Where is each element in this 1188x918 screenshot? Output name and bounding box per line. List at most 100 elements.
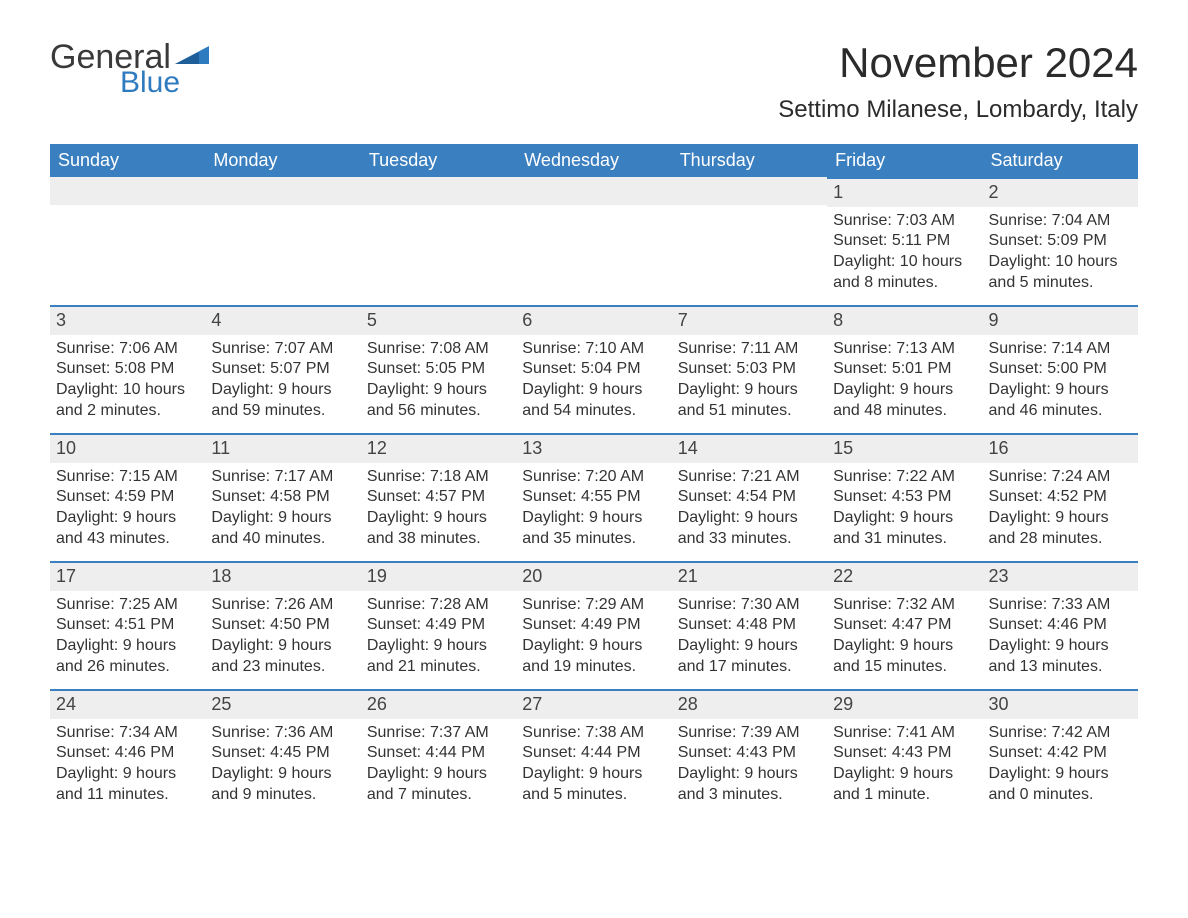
sunset-line: Sunset: 4:58 PM [211, 487, 354, 508]
sunset-line: Sunset: 4:57 PM [367, 487, 510, 508]
day-details: Sunrise: 7:15 AMSunset: 4:59 PMDaylight:… [50, 463, 205, 552]
sunrise-line: Sunrise: 7:42 AM [989, 723, 1132, 744]
calendar-cell: 27Sunrise: 7:38 AMSunset: 4:44 PMDayligh… [516, 689, 671, 817]
calendar-cell [516, 177, 671, 305]
calendar-cell: 15Sunrise: 7:22 AMSunset: 4:53 PMDayligh… [827, 433, 982, 561]
daylight-line: Daylight: 9 hours and 31 minutes. [833, 508, 976, 550]
sunrise-line: Sunrise: 7:33 AM [989, 595, 1132, 616]
sunrise-line: Sunrise: 7:11 AM [678, 339, 821, 360]
day-details: Sunrise: 7:03 AMSunset: 5:11 PMDaylight:… [827, 207, 982, 296]
calendar-cell: 30 Sunrise: 7:42 AMSunset: 4:42 PMDayligh… [983, 689, 1138, 817]
calendar-table: Sunday Monday Tuesday Wednesday Thursday… [50, 144, 1138, 817]
calendar-cell: 12Sunrise: 7:18 AMSunset: 4:57 PMDayligh… [361, 433, 516, 561]
calendar-cell: 13Sunrise: 7:20 AMSunset: 4:55 PMDayligh… [516, 433, 671, 561]
sunset-line: Sunset: 4:48 PM [678, 615, 821, 636]
sunrise-line: Sunrise: 7:13 AM [833, 339, 976, 360]
calendar-cell: 7Sunrise: 7:11 AMSunset: 5:03 PMDaylight… [672, 305, 827, 433]
daylight-line: Daylight: 9 hours and 43 minutes. [56, 508, 199, 550]
daylight-line: Daylight: 9 hours and 38 minutes. [367, 508, 510, 550]
sunrise-line: Sunrise: 7:28 AM [367, 595, 510, 616]
day-number: 26 [361, 691, 516, 718]
daylight-line: Daylight: 9 hours and 9 minutes. [211, 764, 354, 806]
calendar-cell: 14Sunrise: 7:21 AMSunset: 4:54 PMDayligh… [672, 433, 827, 561]
daylight-line: Daylight: 10 hours and 5 minutes. [989, 252, 1132, 294]
calendar-cell: 10Sunrise: 7:15 AMSunset: 4:59 PMDayligh… [50, 433, 205, 561]
day-number: 19 [361, 563, 516, 590]
sunrise-line: Sunrise: 7:37 AM [367, 723, 510, 744]
daylight-line: Daylight: 10 hours and 2 minutes. [56, 380, 199, 422]
day-details: Sunrise: 7:04 AMSunset: 5:09 PMDaylight:… [983, 207, 1138, 296]
calendar-week-row: 17Sunrise: 7:25 AMSunset: 4:51 PMDayligh… [50, 561, 1138, 689]
calendar-cell [50, 177, 205, 305]
brand-swoosh-icon [175, 42, 209, 68]
day-number: 22 [827, 563, 982, 590]
day-number: 30 [983, 691, 1138, 718]
day-header: Monday [205, 144, 360, 177]
day-details: Sunrise: 7:29 AMSunset: 4:49 PMDaylight:… [516, 591, 671, 680]
calendar-cell: 17Sunrise: 7:25 AMSunset: 4:51 PMDayligh… [50, 561, 205, 689]
day-header: Tuesday [361, 144, 516, 177]
day-details: Sunrise: 7:39 AMSunset: 4:43 PMDaylight:… [672, 719, 827, 808]
sunrise-line: Sunrise: 7:17 AM [211, 467, 354, 488]
sunset-line: Sunset: 4:44 PM [367, 743, 510, 764]
calendar-cell: 16Sunrise: 7:24 AMSunset: 4:52 PMDayligh… [983, 433, 1138, 561]
calendar-week-row: 3Sunrise: 7:06 AMSunset: 5:08 PMDaylight… [50, 305, 1138, 433]
title-block: November 2024 Settimo Milanese, Lombardy… [778, 40, 1138, 138]
calendar-cell: 4Sunrise: 7:07 AMSunset: 5:07 PMDaylight… [205, 305, 360, 433]
sunset-line: Sunset: 4:52 PM [989, 487, 1132, 508]
day-details: Sunrise: 7:28 AMSunset: 4:49 PMDaylight:… [361, 591, 516, 680]
sunset-line: Sunset: 5:05 PM [367, 359, 510, 380]
sunset-line: Sunset: 4:42 PM [989, 743, 1132, 764]
day-number: 9 [983, 307, 1138, 334]
sunset-line: Sunset: 4:49 PM [367, 615, 510, 636]
calendar-cell: 20Sunrise: 7:29 AMSunset: 4:49 PMDayligh… [516, 561, 671, 689]
calendar-cell: 25Sunrise: 7:36 AMSunset: 4:45 PMDayligh… [205, 689, 360, 817]
calendar-week-row: 24Sunrise: 7:34 AMSunset: 4:46 PMDayligh… [50, 689, 1138, 817]
daylight-line: Daylight: 9 hours and 1 minute. [833, 764, 976, 806]
sunset-line: Sunset: 4:53 PM [833, 487, 976, 508]
sunset-line: Sunset: 4:59 PM [56, 487, 199, 508]
day-number: 1 [827, 179, 982, 206]
day-details: Sunrise: 7:20 AMSunset: 4:55 PMDaylight:… [516, 463, 671, 552]
daylight-line: Daylight: 9 hours and 15 minutes. [833, 636, 976, 678]
calendar-cell: 26Sunrise: 7:37 AMSunset: 4:44 PMDayligh… [361, 689, 516, 817]
empty-daynum-strip [205, 177, 360, 204]
day-number: 4 [205, 307, 360, 334]
daylight-line: Daylight: 9 hours and 3 minutes. [678, 764, 821, 806]
calendar-cell: 11Sunrise: 7:17 AMSunset: 4:58 PMDayligh… [205, 433, 360, 561]
day-details: Sunrise: 7:10 AMSunset: 5:04 PMDaylight:… [516, 335, 671, 424]
day-number: 29 [827, 691, 982, 718]
day-number: 27 [516, 691, 671, 718]
sunset-line: Sunset: 4:46 PM [56, 743, 199, 764]
day-details: Sunrise: 7:41 AMSunset: 4:43 PMDaylight:… [827, 719, 982, 808]
sunrise-line: Sunrise: 7:41 AM [833, 723, 976, 744]
daylight-line: Daylight: 9 hours and 46 minutes. [989, 380, 1132, 422]
sunrise-line: Sunrise: 7:15 AM [56, 467, 199, 488]
day-details: Sunrise: 7:22 AMSunset: 4:53 PMDaylight:… [827, 463, 982, 552]
sunrise-line: Sunrise: 7:38 AM [522, 723, 665, 744]
daylight-line: Daylight: 9 hours and 51 minutes. [678, 380, 821, 422]
daylight-line: Daylight: 9 hours and 28 minutes. [989, 508, 1132, 550]
day-header: Friday [827, 144, 982, 177]
sunset-line: Sunset: 4:45 PM [211, 743, 354, 764]
daylight-line: Daylight: 9 hours and 56 minutes. [367, 380, 510, 422]
day-number: 21 [672, 563, 827, 590]
day-details: Sunrise: 7:37 AMSunset: 4:44 PMDaylight:… [361, 719, 516, 808]
day-details: Sunrise: 7:38 AMSunset: 4:44 PMDaylight:… [516, 719, 671, 808]
calendar-cell: 19Sunrise: 7:28 AMSunset: 4:49 PMDayligh… [361, 561, 516, 689]
calendar-cell: 8Sunrise: 7:13 AMSunset: 5:01 PMDaylight… [827, 305, 982, 433]
sunrise-line: Sunrise: 7:32 AM [833, 595, 976, 616]
sunset-line: Sunset: 5:01 PM [833, 359, 976, 380]
daylight-line: Daylight: 9 hours and 17 minutes. [678, 636, 821, 678]
calendar-page: General Blue November 2024 Settimo Milan… [0, 0, 1188, 857]
daylight-line: Daylight: 9 hours and 0 minutes. [989, 764, 1132, 806]
calendar-cell: 6Sunrise: 7:10 AMSunset: 5:04 PMDaylight… [516, 305, 671, 433]
empty-daynum-strip [50, 177, 205, 204]
day-number: 16 [983, 435, 1138, 462]
day-details: Sunrise: 7:30 AMSunset: 4:48 PMDaylight:… [672, 591, 827, 680]
calendar-cell [361, 177, 516, 305]
daylight-line: Daylight: 10 hours and 8 minutes. [833, 252, 976, 294]
sunrise-line: Sunrise: 7:30 AM [678, 595, 821, 616]
day-details: Sunrise: 7:34 AMSunset: 4:46 PMDaylight:… [50, 719, 205, 808]
sunset-line: Sunset: 4:43 PM [678, 743, 821, 764]
